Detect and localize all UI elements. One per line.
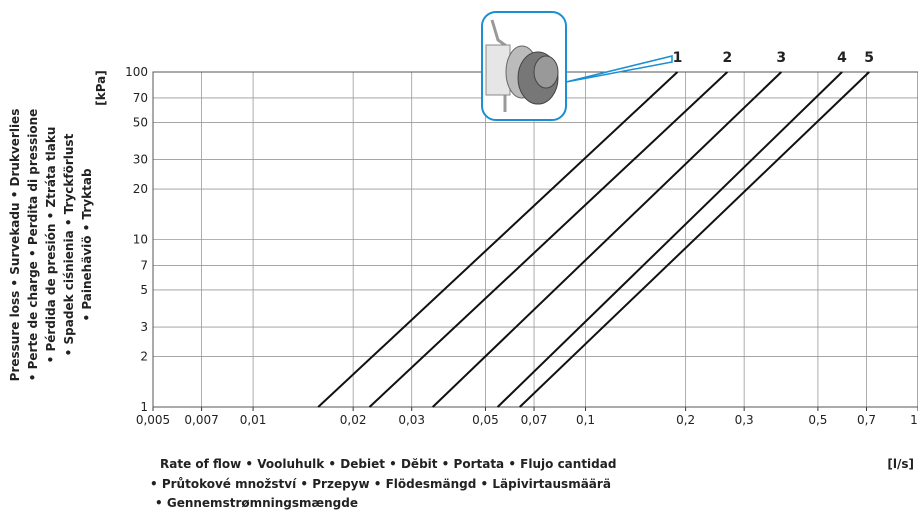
y-tick-label: 3	[140, 320, 148, 334]
y-tick-label: 1	[140, 400, 148, 414]
x-axis-label: • Gennemstrømningsmængde	[155, 496, 358, 510]
y-axis-label: Pressure loss • Survekadu • Drukverlies	[8, 109, 22, 382]
chart: Rate of flow • Vooluhulk • Debiet • Dĕbi…	[0, 0, 918, 513]
y-axis-label: • Painehäviö • Tryktab	[80, 168, 94, 321]
x-tick-label: 0,007	[184, 413, 218, 427]
y-tick-label: 100	[125, 65, 148, 79]
y-tick-label: 50	[133, 115, 148, 129]
lines: 1 2 3 4 5	[318, 50, 874, 407]
y-axis-label: • Spadek ciśnienia • Tryckförlust	[62, 133, 76, 356]
x-unit: [l/s]	[887, 457, 914, 471]
x-tick-label: 0,05	[472, 413, 499, 427]
y-tick-label: 20	[133, 182, 148, 196]
y-unit: [kPa]	[94, 70, 108, 106]
y-axis-label: • Pérdida de presión • Ztráta tlaku	[44, 127, 58, 364]
y-tick-label: 2	[140, 350, 148, 364]
x-axis-label: • Průtokové množství • Przepyw • Flödesm…	[150, 477, 611, 491]
x-tick-label: 0,5	[808, 413, 827, 427]
series-label: 5	[864, 50, 874, 66]
y-tick-label: 30	[133, 153, 148, 167]
series-label: 2	[722, 50, 732, 66]
x-tick-label: 0,01	[240, 413, 267, 427]
series-label: 4	[837, 50, 847, 66]
x-axis-label: Rate of flow • Vooluhulk • Debiet • Dĕbi…	[160, 457, 616, 471]
x-tick-label: 1	[910, 413, 918, 427]
y-tick-label: 10	[133, 233, 148, 247]
x-tick-label: 0,02	[340, 413, 367, 427]
x-tick-label: 0,7	[857, 413, 876, 427]
y-tick-label: 70	[133, 91, 148, 105]
x-tick-label: 0,005	[136, 413, 170, 427]
x-tick-label: 0,3	[735, 413, 754, 427]
x-tick-label: 0,2	[676, 413, 695, 427]
series-label: 3	[776, 50, 786, 66]
series-label: 1	[673, 50, 683, 66]
x-tick-label: 0,07	[521, 413, 548, 427]
y-axis-label: • Perte de charge • Perdita di pressione	[26, 109, 40, 382]
x-tick-label: 0,03	[398, 413, 425, 427]
x-tick-label: 0,1	[576, 413, 595, 427]
y-tick-label: 5	[140, 283, 148, 297]
y-tick-label: 7	[140, 258, 148, 272]
